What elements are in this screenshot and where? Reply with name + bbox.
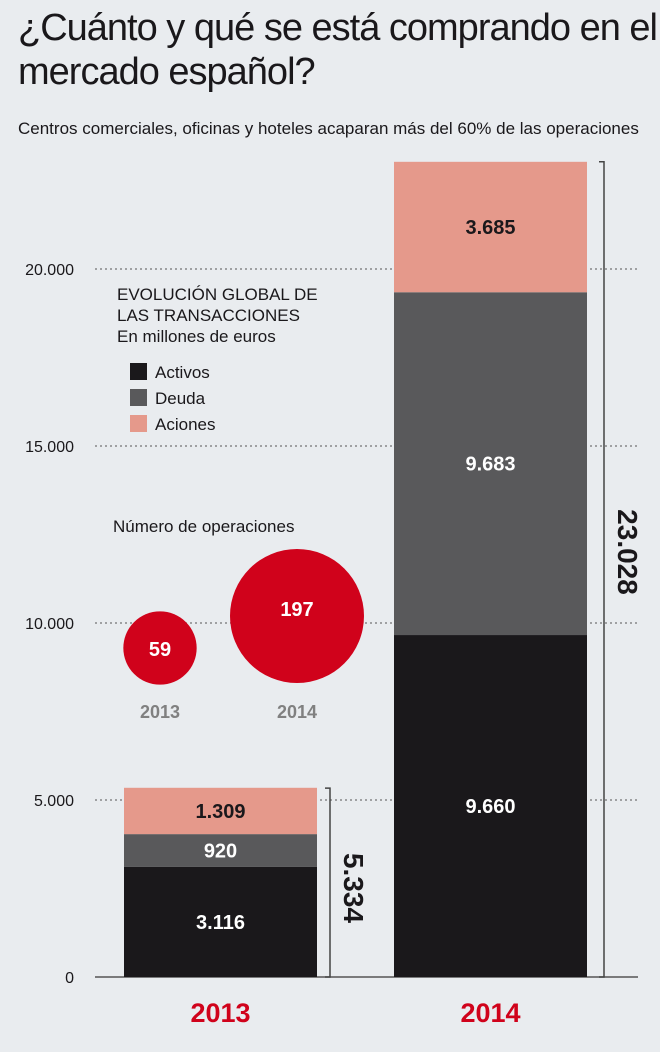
total-label: 5.334	[338, 853, 369, 923]
legend-label: Activos	[155, 363, 210, 382]
x-category-label: 2014	[460, 998, 520, 1028]
bubble-year-label: 2014	[277, 702, 317, 722]
inset-title: Número de operaciones	[113, 517, 294, 536]
x-category-label: 2013	[190, 998, 250, 1028]
bar-value-label: 3.116	[196, 912, 245, 934]
legend-label: Aciones	[155, 415, 215, 434]
operations-bubble-2014	[230, 549, 364, 683]
bubble-value-label: 197	[280, 599, 313, 621]
bar-value-label: 920	[204, 840, 237, 862]
bar-value-label: 3.685	[465, 217, 515, 239]
chart-title: ¿Cuánto y qué se está comprando en el me…	[18, 7, 658, 93]
legend-swatch-activos	[130, 363, 147, 380]
total-label: 23.028	[612, 509, 643, 595]
bar-segment-activos-2013	[124, 866, 317, 977]
bar-segment-aciones-2013	[124, 787, 317, 835]
y-tick-label: 10.000	[25, 616, 74, 633]
unit-label: En millones de euros	[117, 327, 276, 346]
y-tick-label: 5.000	[34, 793, 74, 810]
bar-value-label: 9.660	[465, 796, 515, 818]
chart-subtitle: Centros comerciales, oficinas y hoteles …	[18, 119, 639, 138]
total-bracket	[325, 787, 331, 978]
bar-value-label: 1.309	[195, 801, 245, 823]
bubble-value-label: 59	[149, 639, 171, 661]
total-bracket	[599, 161, 605, 978]
legend-title-line2: LAS TRANSACCIONES	[117, 306, 300, 325]
bar-value-label: 9.683	[465, 454, 515, 476]
legend-label: Deuda	[155, 389, 206, 408]
y-tick-label: 0	[65, 970, 74, 987]
bar-segment-deuda-2013	[124, 834, 317, 867]
bubble-year-label: 2013	[140, 702, 180, 722]
legend-swatch-aciones	[130, 415, 147, 432]
y-tick-label: 20.000	[25, 262, 74, 279]
bar-segment-activos-2014	[394, 635, 587, 977]
legend-swatch-deuda	[130, 389, 147, 406]
bar-segment-aciones-2014	[394, 161, 587, 293]
bar-segment-deuda-2014	[394, 292, 587, 636]
operations-bubble-2013	[123, 611, 197, 685]
y-tick-label: 15.000	[25, 439, 74, 456]
legend-title: EVOLUCIÓN GLOBAL DE	[117, 285, 318, 304]
